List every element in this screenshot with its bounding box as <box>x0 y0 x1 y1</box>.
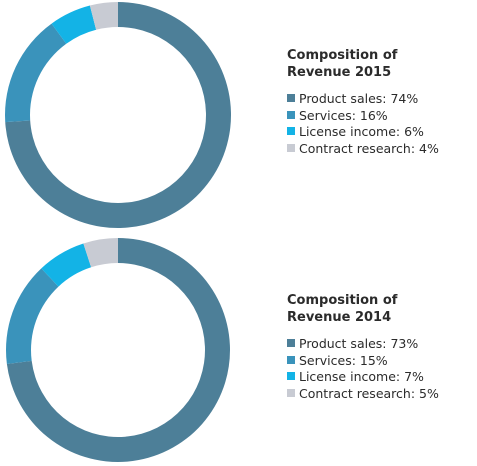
legend-swatch <box>287 339 295 347</box>
legend-item: License income: 7% <box>287 369 472 386</box>
legend-item: Product sales: 73% <box>287 336 472 353</box>
legend-item: Services: 15% <box>287 353 472 370</box>
legend-item: License income: 6% <box>287 124 472 141</box>
legend-swatch <box>287 372 295 381</box>
donut-slice <box>41 243 92 287</box>
legend-swatch <box>287 110 295 119</box>
legend-item: Contract research: 4% <box>287 141 472 158</box>
chart-title: Composition of Revenue 2014 <box>287 293 398 325</box>
legend-label: Contract research: 5% <box>299 386 439 402</box>
legend-swatch <box>287 389 295 398</box>
legend-item: Services: 16% <box>287 108 472 125</box>
chart-title: Composition of Revenue 2015 <box>287 48 398 80</box>
legend-item: Contract research: 5% <box>287 386 472 403</box>
legend-swatch <box>287 144 295 153</box>
donut-slice <box>6 268 59 365</box>
legend-swatch <box>287 94 295 102</box>
donut-slice <box>51 5 97 44</box>
legend: Composition of Revenue 2014 Product sales… <box>287 292 472 403</box>
legend-label: Services: 15% <box>299 352 388 368</box>
legend-label: License income: 6% <box>299 124 424 140</box>
legend: Composition of Revenue 2015 Product sales… <box>287 47 472 158</box>
legend-label: License income: 7% <box>299 369 424 385</box>
legend-label: Product sales: 73% <box>299 336 419 351</box>
donut-slice <box>89 2 118 30</box>
legend-swatch <box>287 127 295 136</box>
legend-label: Product sales: 74% <box>299 91 419 106</box>
legend-swatch <box>287 355 295 364</box>
legend-label: Services: 16% <box>299 107 388 123</box>
donut-slice <box>83 238 118 268</box>
legend-item: Product sales: 74% <box>287 91 472 108</box>
legend-label: Contract research: 4% <box>299 141 439 157</box>
donut-slice <box>4 23 67 123</box>
